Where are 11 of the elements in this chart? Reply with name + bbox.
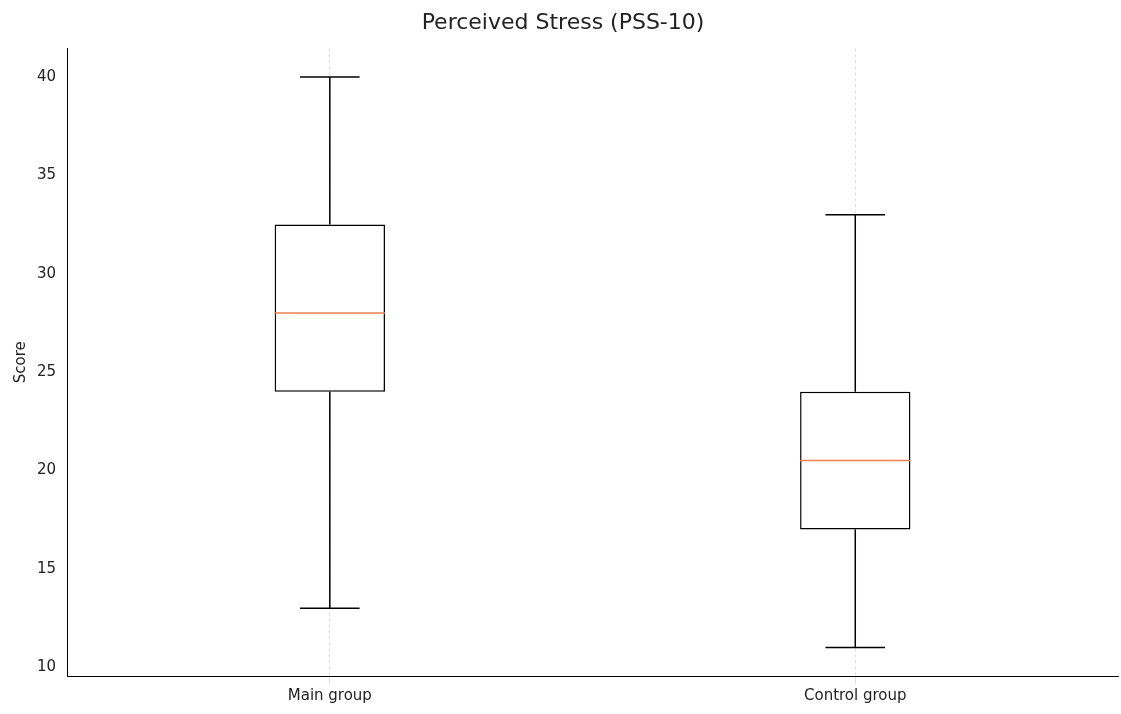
y-tick-label: 40 xyxy=(36,66,57,85)
y-tick-label: 25 xyxy=(36,361,57,380)
y-tick-label: 10 xyxy=(36,657,57,676)
x-tick-label: Main group xyxy=(287,685,372,704)
y-tick-label: 35 xyxy=(36,165,57,184)
x-tick-label: Control group xyxy=(803,685,907,704)
chart-title: Perceived Stress (PSS-10) xyxy=(421,8,705,34)
y-tick-label: 20 xyxy=(36,460,57,479)
y-axis-title: Score xyxy=(10,341,29,384)
y-tick-label: 15 xyxy=(36,558,57,577)
y-tick-label: 30 xyxy=(36,263,57,282)
